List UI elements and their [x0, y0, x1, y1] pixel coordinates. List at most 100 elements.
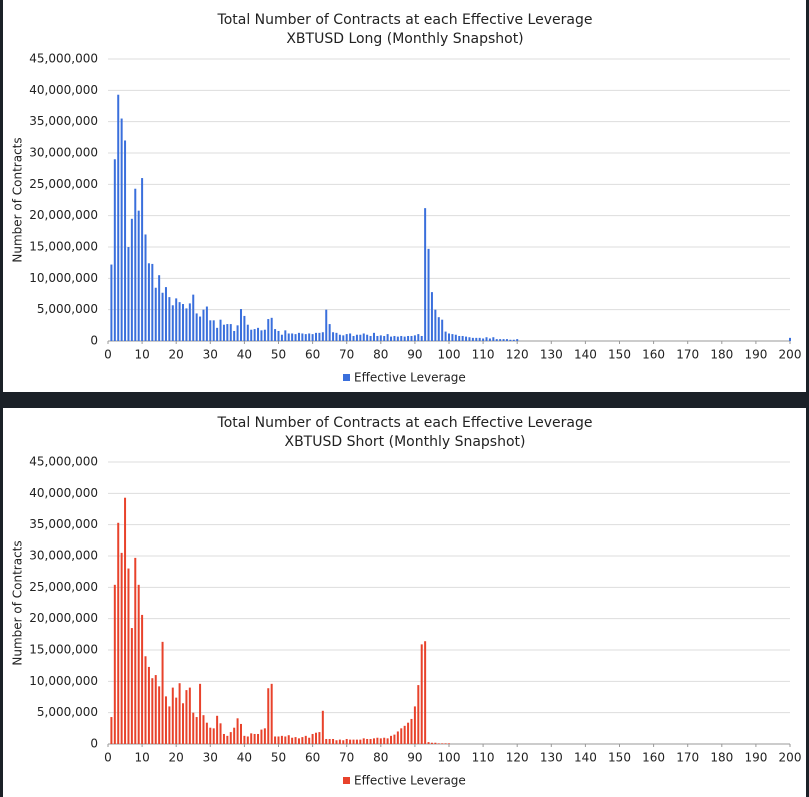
x-tick-label: 190 [744, 348, 767, 362]
bar [212, 320, 215, 341]
bar [390, 735, 393, 744]
bar [400, 728, 403, 744]
x-tick-label: 160 [642, 751, 665, 765]
x-tick-label: 140 [574, 348, 597, 362]
separator [0, 392, 809, 408]
bar [188, 687, 191, 744]
bar [325, 309, 328, 341]
y-tick-label: 10,000,000 [29, 674, 98, 688]
bar [287, 333, 290, 341]
bar [124, 497, 127, 744]
bar [222, 733, 225, 744]
x-tick-label: 140 [574, 751, 597, 765]
bar [239, 309, 242, 341]
bar [403, 336, 406, 341]
bar [332, 738, 335, 744]
bar [239, 723, 242, 744]
bar [413, 706, 416, 744]
bar [161, 292, 164, 341]
chart-subtitle: XBTUSD Short (Monthly Snapshot) [284, 434, 525, 450]
bar [192, 712, 195, 744]
bar [301, 333, 304, 341]
bar [403, 725, 406, 744]
bar [250, 329, 253, 341]
chart: Total Number of Contracts at each Effect… [11, 415, 802, 788]
frame-left [0, 0, 3, 797]
bar [321, 332, 324, 341]
x-tick-label: 0 [104, 751, 112, 765]
x-tick-label: 150 [608, 751, 631, 765]
bar [441, 743, 444, 744]
x-tick-label: 50 [271, 751, 286, 765]
bar [110, 264, 113, 341]
bar [161, 641, 164, 744]
chart-title: Total Number of Contracts at each Effect… [217, 12, 593, 28]
bar [315, 732, 318, 744]
bar [171, 687, 174, 744]
bar [175, 298, 178, 341]
bar [325, 738, 328, 744]
bar [485, 337, 488, 341]
x-tick-label: 160 [642, 348, 665, 362]
y-tick-label: 35,000,000 [29, 114, 98, 128]
bar [332, 332, 335, 341]
bar [267, 688, 270, 744]
x-tick-label: 100 [438, 751, 461, 765]
bar [253, 329, 256, 341]
bar [144, 234, 147, 341]
bar [294, 737, 297, 744]
bar [407, 722, 410, 744]
bar [424, 641, 427, 744]
bar [134, 557, 137, 744]
bar [205, 722, 208, 744]
bar [182, 703, 185, 744]
bar [287, 735, 290, 744]
bar [260, 729, 263, 744]
bar [369, 738, 372, 744]
x-tick-label: 180 [710, 348, 733, 362]
bar [430, 742, 433, 744]
bar [458, 335, 461, 341]
bar [359, 334, 362, 341]
bar [253, 733, 256, 744]
bar [393, 335, 396, 341]
bar [229, 324, 232, 341]
bar [386, 334, 389, 341]
bar [417, 685, 420, 744]
y-tick-label: 25,000,000 [29, 580, 98, 594]
bar [342, 740, 345, 744]
bar [509, 339, 512, 341]
y-tick-label: 20,000,000 [29, 611, 98, 625]
bar [355, 739, 358, 744]
bar [199, 683, 202, 744]
bar [427, 742, 430, 744]
bar [420, 644, 423, 744]
bar [216, 715, 219, 744]
bar [280, 735, 283, 744]
bar [233, 330, 236, 341]
x-tick-label: 120 [506, 751, 529, 765]
x-tick-label: 170 [676, 751, 699, 765]
bar [263, 329, 266, 341]
bar [291, 737, 294, 744]
bar [478, 337, 481, 341]
bar [127, 568, 130, 744]
bar [437, 317, 440, 341]
bar [468, 337, 471, 341]
bar [243, 315, 246, 341]
bar [372, 332, 375, 341]
bar [141, 178, 144, 341]
bar [304, 334, 307, 341]
x-tick-label: 120 [506, 348, 529, 362]
bar [185, 308, 188, 341]
x-tick-label: 10 [134, 751, 149, 765]
bar [379, 738, 382, 744]
bar [434, 309, 437, 341]
bar [345, 334, 348, 341]
chart-subtitle: XBTUSD Long (Monthly Snapshot) [286, 31, 523, 47]
bar [362, 738, 365, 744]
x-tick-label: 180 [710, 751, 733, 765]
bar [110, 717, 113, 744]
bar [158, 686, 161, 744]
y-tick-label: 10,000,000 [29, 271, 98, 285]
